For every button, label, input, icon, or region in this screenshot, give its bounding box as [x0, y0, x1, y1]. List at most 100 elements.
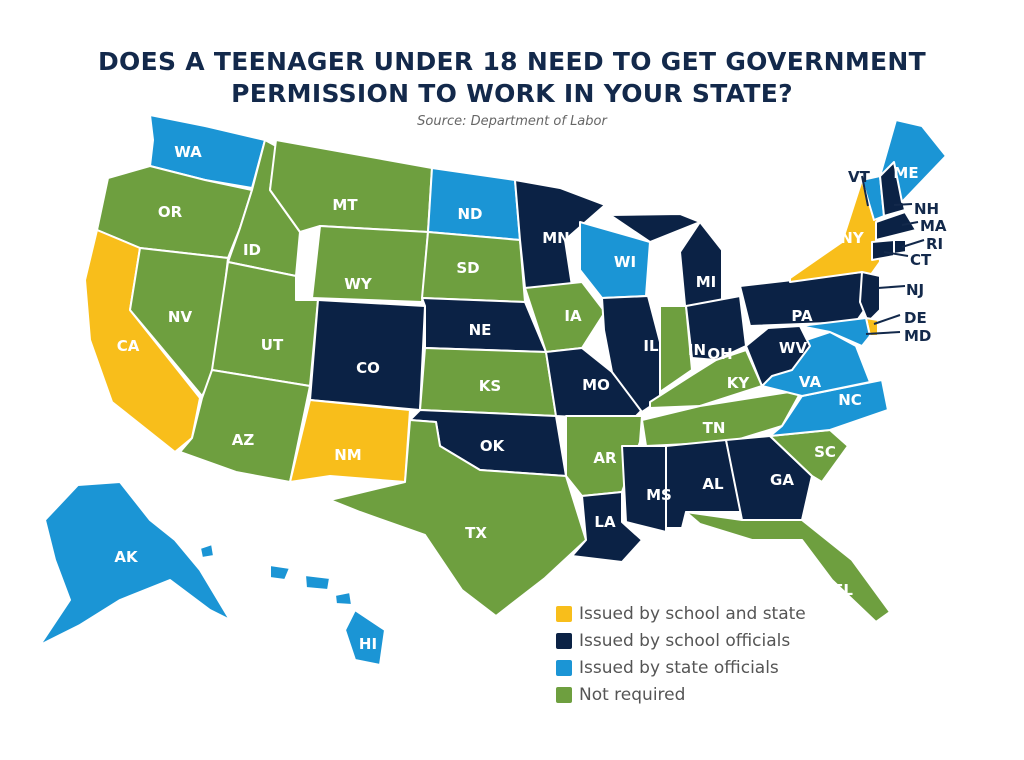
- state-label-il: IL: [643, 337, 659, 355]
- state-label-nc: NC: [838, 391, 862, 409]
- state-shape: [875, 211, 917, 241]
- legend-item-not-required: Not required: [556, 681, 806, 708]
- state-label-ri: RI: [926, 235, 943, 253]
- state-label-ak: AK: [114, 548, 139, 566]
- state-label-al: AL: [702, 475, 724, 493]
- state-shape: [289, 399, 411, 483]
- state-shape: [685, 295, 747, 361]
- state-oh: [685, 295, 747, 361]
- state-in: [659, 305, 693, 393]
- state-shape: [427, 167, 521, 241]
- legend-item-school-and-state: Issued by school and state: [556, 600, 806, 627]
- state-ri: [893, 239, 907, 255]
- legend-swatch: [556, 659, 572, 676]
- state-mn: [514, 179, 606, 289]
- state-label-nv: NV: [168, 308, 193, 326]
- state-shape: [799, 317, 871, 347]
- state-nm: [289, 399, 411, 483]
- legend-item-school: Issued by school officials: [556, 627, 806, 654]
- state-hi: [199, 543, 386, 666]
- legend-item-state: Issued by state officials: [556, 654, 806, 681]
- state-shape: [329, 419, 587, 617]
- state-label-nh: NH: [914, 200, 939, 218]
- state-label-ma: MA: [920, 217, 947, 235]
- state-shape: [524, 281, 606, 353]
- state-label-ok: OK: [480, 437, 506, 455]
- state-me: [879, 119, 947, 203]
- state-la: [571, 491, 643, 563]
- state-shape: [871, 239, 895, 261]
- state-label-ny: NY: [840, 229, 865, 247]
- state-shape: [309, 299, 426, 411]
- state-label-nj: NJ: [906, 281, 924, 299]
- state-label-ms: MS: [646, 486, 672, 504]
- state-ga: [725, 435, 813, 521]
- legend-label: Not required: [579, 684, 686, 705]
- state-label-md: MD: [904, 327, 931, 345]
- state-shape: [179, 369, 311, 483]
- legend-label: Issued by school officials: [579, 630, 791, 651]
- state-label-mt: MT: [332, 196, 358, 214]
- state-label-ky: KY: [727, 374, 751, 392]
- state-label-wi: WI: [614, 253, 636, 271]
- leader-line: [893, 203, 913, 206]
- state-label-wv: WV: [779, 339, 808, 357]
- state-fl: [685, 511, 891, 623]
- legend-swatch: [556, 605, 572, 622]
- state-label-mn: MN: [542, 229, 569, 247]
- state-ms: [621, 445, 667, 533]
- state-label-va: VA: [799, 373, 822, 391]
- map-source: Source: Department of Labor: [417, 114, 607, 129]
- state-shape: [344, 609, 386, 666]
- state-shape: [685, 511, 891, 623]
- legend-label: Issued by school and state: [579, 603, 806, 624]
- state-shape: [199, 543, 215, 559]
- state-label-az: AZ: [232, 431, 255, 449]
- state-ct: [871, 239, 895, 261]
- state-ut: [211, 261, 319, 387]
- state-wy: [311, 225, 429, 303]
- leader-line: [901, 239, 925, 248]
- state-label-ut: UT: [261, 336, 284, 354]
- state-nj: [859, 271, 881, 323]
- state-label-ne: NE: [469, 321, 492, 339]
- state-label-hi: HI: [359, 635, 377, 653]
- state-ny: [789, 179, 881, 283]
- state-shape: [269, 139, 433, 233]
- state-shape: [571, 491, 643, 563]
- legend-swatch: [556, 686, 572, 703]
- state-label-id: ID: [243, 241, 261, 259]
- state-shape: [725, 435, 813, 521]
- state-label-oh: OH: [707, 345, 732, 363]
- state-label-mi: MI: [696, 273, 717, 291]
- legend: Issued by school and state Issued by sch…: [556, 600, 806, 708]
- state-label-tn: TN: [703, 419, 726, 437]
- state-shape: [659, 305, 693, 393]
- state-label-sd: SD: [456, 259, 479, 277]
- legend-label: Issued by state officials: [579, 657, 779, 678]
- state-shape: [893, 239, 907, 255]
- state-label-pa: PA: [791, 307, 813, 325]
- state-label-la: LA: [594, 513, 616, 531]
- state-label-ks: KS: [479, 377, 501, 395]
- leader-line: [873, 314, 901, 325]
- state-ma: [875, 211, 917, 241]
- state-wv: [745, 325, 811, 387]
- state-label-de: DE: [904, 309, 927, 327]
- state-label-tx: TX: [465, 524, 487, 542]
- map-title: DOES A TEENAGER UNDER 18 NEED TO GET GOV…: [97, 47, 926, 108]
- state-shape: [514, 179, 606, 289]
- state-label-ca: CA: [117, 337, 140, 355]
- state-shape: [745, 325, 811, 387]
- state-shape: [304, 574, 331, 591]
- state-label-ga: GA: [770, 471, 794, 489]
- state-shape: [621, 445, 667, 533]
- leader-line: [883, 251, 909, 257]
- state-shape: [609, 213, 701, 243]
- legend-swatch: [556, 632, 572, 649]
- state-shape: [789, 179, 881, 283]
- state-label-vt: VT: [848, 168, 871, 186]
- state-label-sc: SC: [814, 443, 836, 461]
- state-shape: [311, 225, 429, 303]
